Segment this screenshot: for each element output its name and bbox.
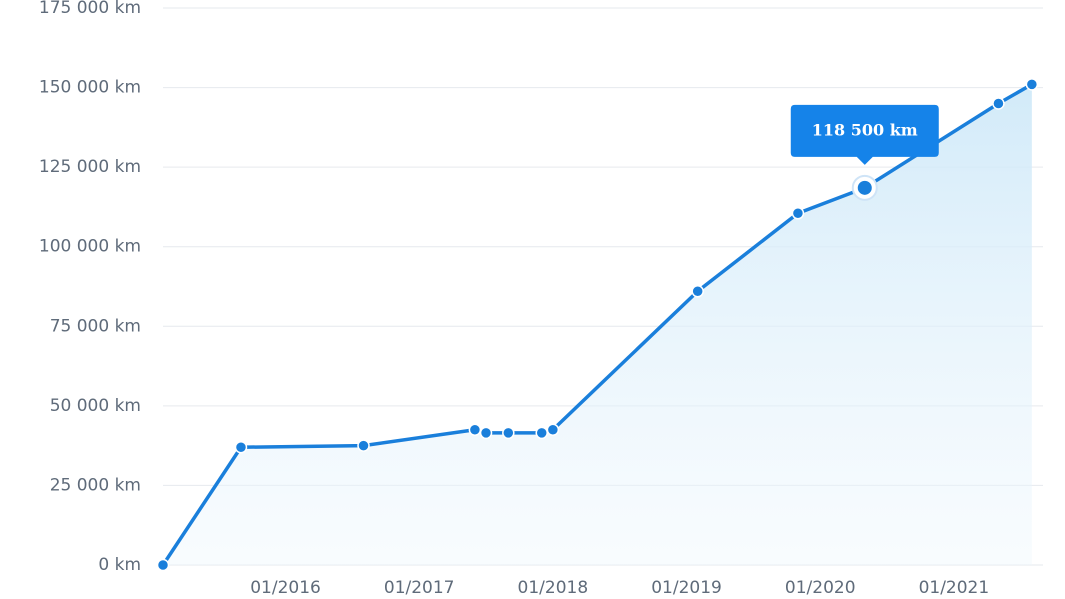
y-tick-label: 50 000 km [50, 396, 141, 416]
point [857, 180, 872, 195]
y-tick-label: 25 000 km [50, 475, 141, 495]
tooltip [790, 104, 939, 165]
y-tick-label: 150 000 km [39, 78, 141, 98]
point [479, 426, 493, 440]
y-tick-label: 75 000 km [50, 316, 141, 336]
point [691, 285, 704, 298]
x-tick-label: 01/2018 [518, 578, 589, 598]
point [546, 423, 560, 436]
y-tick-label: 100 000 km [39, 237, 141, 257]
y-tick-label: 0 km [98, 555, 141, 575]
point [502, 426, 515, 440]
point [1025, 78, 1039, 91]
point [234, 440, 248, 454]
point [791, 207, 805, 220]
x-tick-label: 01/2019 [651, 578, 722, 598]
point [992, 97, 1005, 110]
point [357, 439, 370, 452]
tooltip-label: 118 500 km [812, 120, 918, 139]
point [468, 423, 482, 436]
point [535, 426, 548, 440]
y-tick-label: 125 000 km [39, 157, 141, 177]
x-tick-label: 01/2021 [919, 578, 990, 598]
x-tick-label: 01/2020 [785, 578, 856, 598]
point [156, 558, 170, 572]
y-tick-label: 175 000 km [39, 0, 141, 18]
x-tick-label: 01/2016 [250, 578, 321, 598]
x-tick-label: 01/2017 [384, 578, 455, 598]
